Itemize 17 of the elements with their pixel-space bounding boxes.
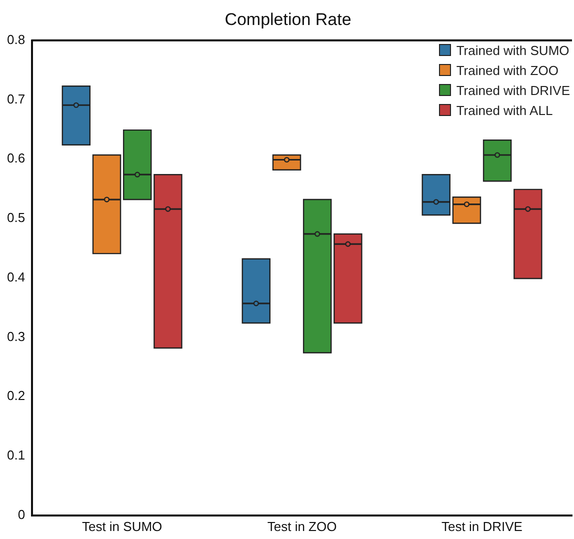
- legend-label: Trained with ZOO: [456, 62, 558, 78]
- y-tick-label: 0.6: [6, 150, 26, 166]
- y-tick-label: 0.4: [6, 269, 26, 284]
- y-tick-label: 0.2: [6, 388, 26, 404]
- y-tick-label: 0: [18, 506, 26, 522]
- y-tick-label: 0.8: [6, 32, 26, 47]
- legend-label: Trained with ALL: [456, 102, 553, 118]
- x-tick-label: Test in SUMO: [82, 518, 162, 534]
- y-tick-label: 0.5: [6, 210, 26, 226]
- y-tick-label: 0.7: [6, 91, 26, 106]
- x-tick-label: Test in DRIVE: [442, 518, 523, 534]
- legend-label: Trained with DRIVE: [456, 82, 570, 98]
- y-tick-label: 0.3: [6, 328, 26, 344]
- y-tick-label: 0.1: [6, 448, 26, 463]
- chart-title: Completion Rate: [224, 10, 352, 29]
- legend-label: Trained with SUMO: [456, 42, 570, 58]
- x-tick-label: Test in ZOO: [267, 518, 337, 534]
